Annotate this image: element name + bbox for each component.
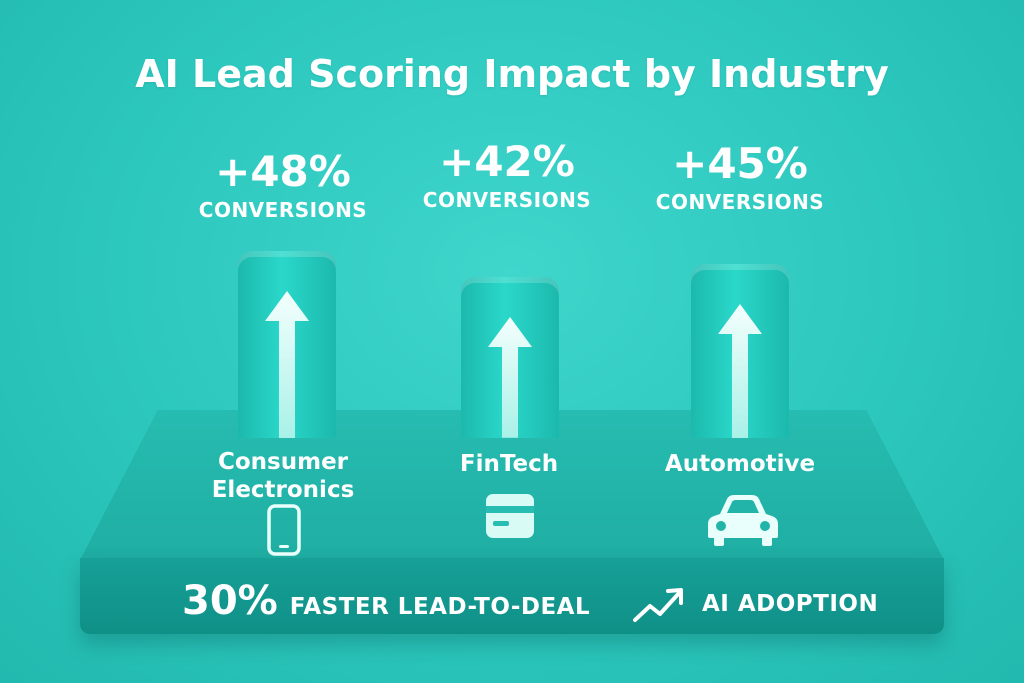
- credit-card-icon: [486, 494, 534, 538]
- industry-label-line1: Consumer: [217, 449, 349, 475]
- bar-label-group-automotive: +45% CONVERSIONS: [620, 139, 860, 215]
- data-caption-automotive: CONVERSIONS: [655, 190, 825, 214]
- bar-label-group-consumer-electronics: +48% CONVERSIONS: [163, 147, 403, 223]
- data-label-automotive: +45%: [672, 139, 808, 188]
- bar-label-group-fintech: +42% CONVERSIONS: [387, 137, 627, 213]
- bar-fintech: [461, 277, 559, 438]
- data-label-consumer-electronics: +48%: [215, 147, 351, 196]
- data-caption-fintech: CONVERSIONS: [422, 188, 592, 212]
- up-arrow-icon: [718, 304, 762, 438]
- industry-label-line2: Electronics: [211, 477, 355, 503]
- platform-front: [80, 558, 944, 634]
- bar-consumer-electronics: [238, 250, 336, 438]
- industry-label-automotive: Automotive: [630, 450, 850, 478]
- footer-stat-number: 30%: [182, 578, 278, 624]
- bar-automotive: [691, 264, 789, 438]
- industry-label-line1: Automotive: [664, 451, 816, 477]
- data-caption-consumer-electronics: CONVERSIONS: [198, 198, 368, 222]
- footer-stat-text: FASTER LEAD-TO-DEAL: [289, 594, 591, 620]
- car-icon: [708, 495, 778, 546]
- trend-up-icon: [633, 588, 683, 622]
- footer-adoption: AI ADOPTION: [632, 580, 878, 628]
- up-arrow-icon: [488, 317, 532, 438]
- smartphone-icon: [267, 504, 301, 556]
- data-label-fintech: +42%: [439, 137, 575, 186]
- footer-stat: 30% FASTER LEAD-TO-DEAL: [182, 578, 590, 626]
- industry-label-consumer-electronics: Consumer Electronics: [173, 448, 393, 504]
- footer-adoption-text: AI ADOPTION: [702, 591, 879, 617]
- up-arrow-icon: [265, 290, 309, 438]
- chart-title: AI Lead Scoring Impact by Industry: [135, 52, 889, 96]
- industry-label-fintech: FinTech: [399, 450, 619, 478]
- industry-label-line1: FinTech: [459, 451, 559, 477]
